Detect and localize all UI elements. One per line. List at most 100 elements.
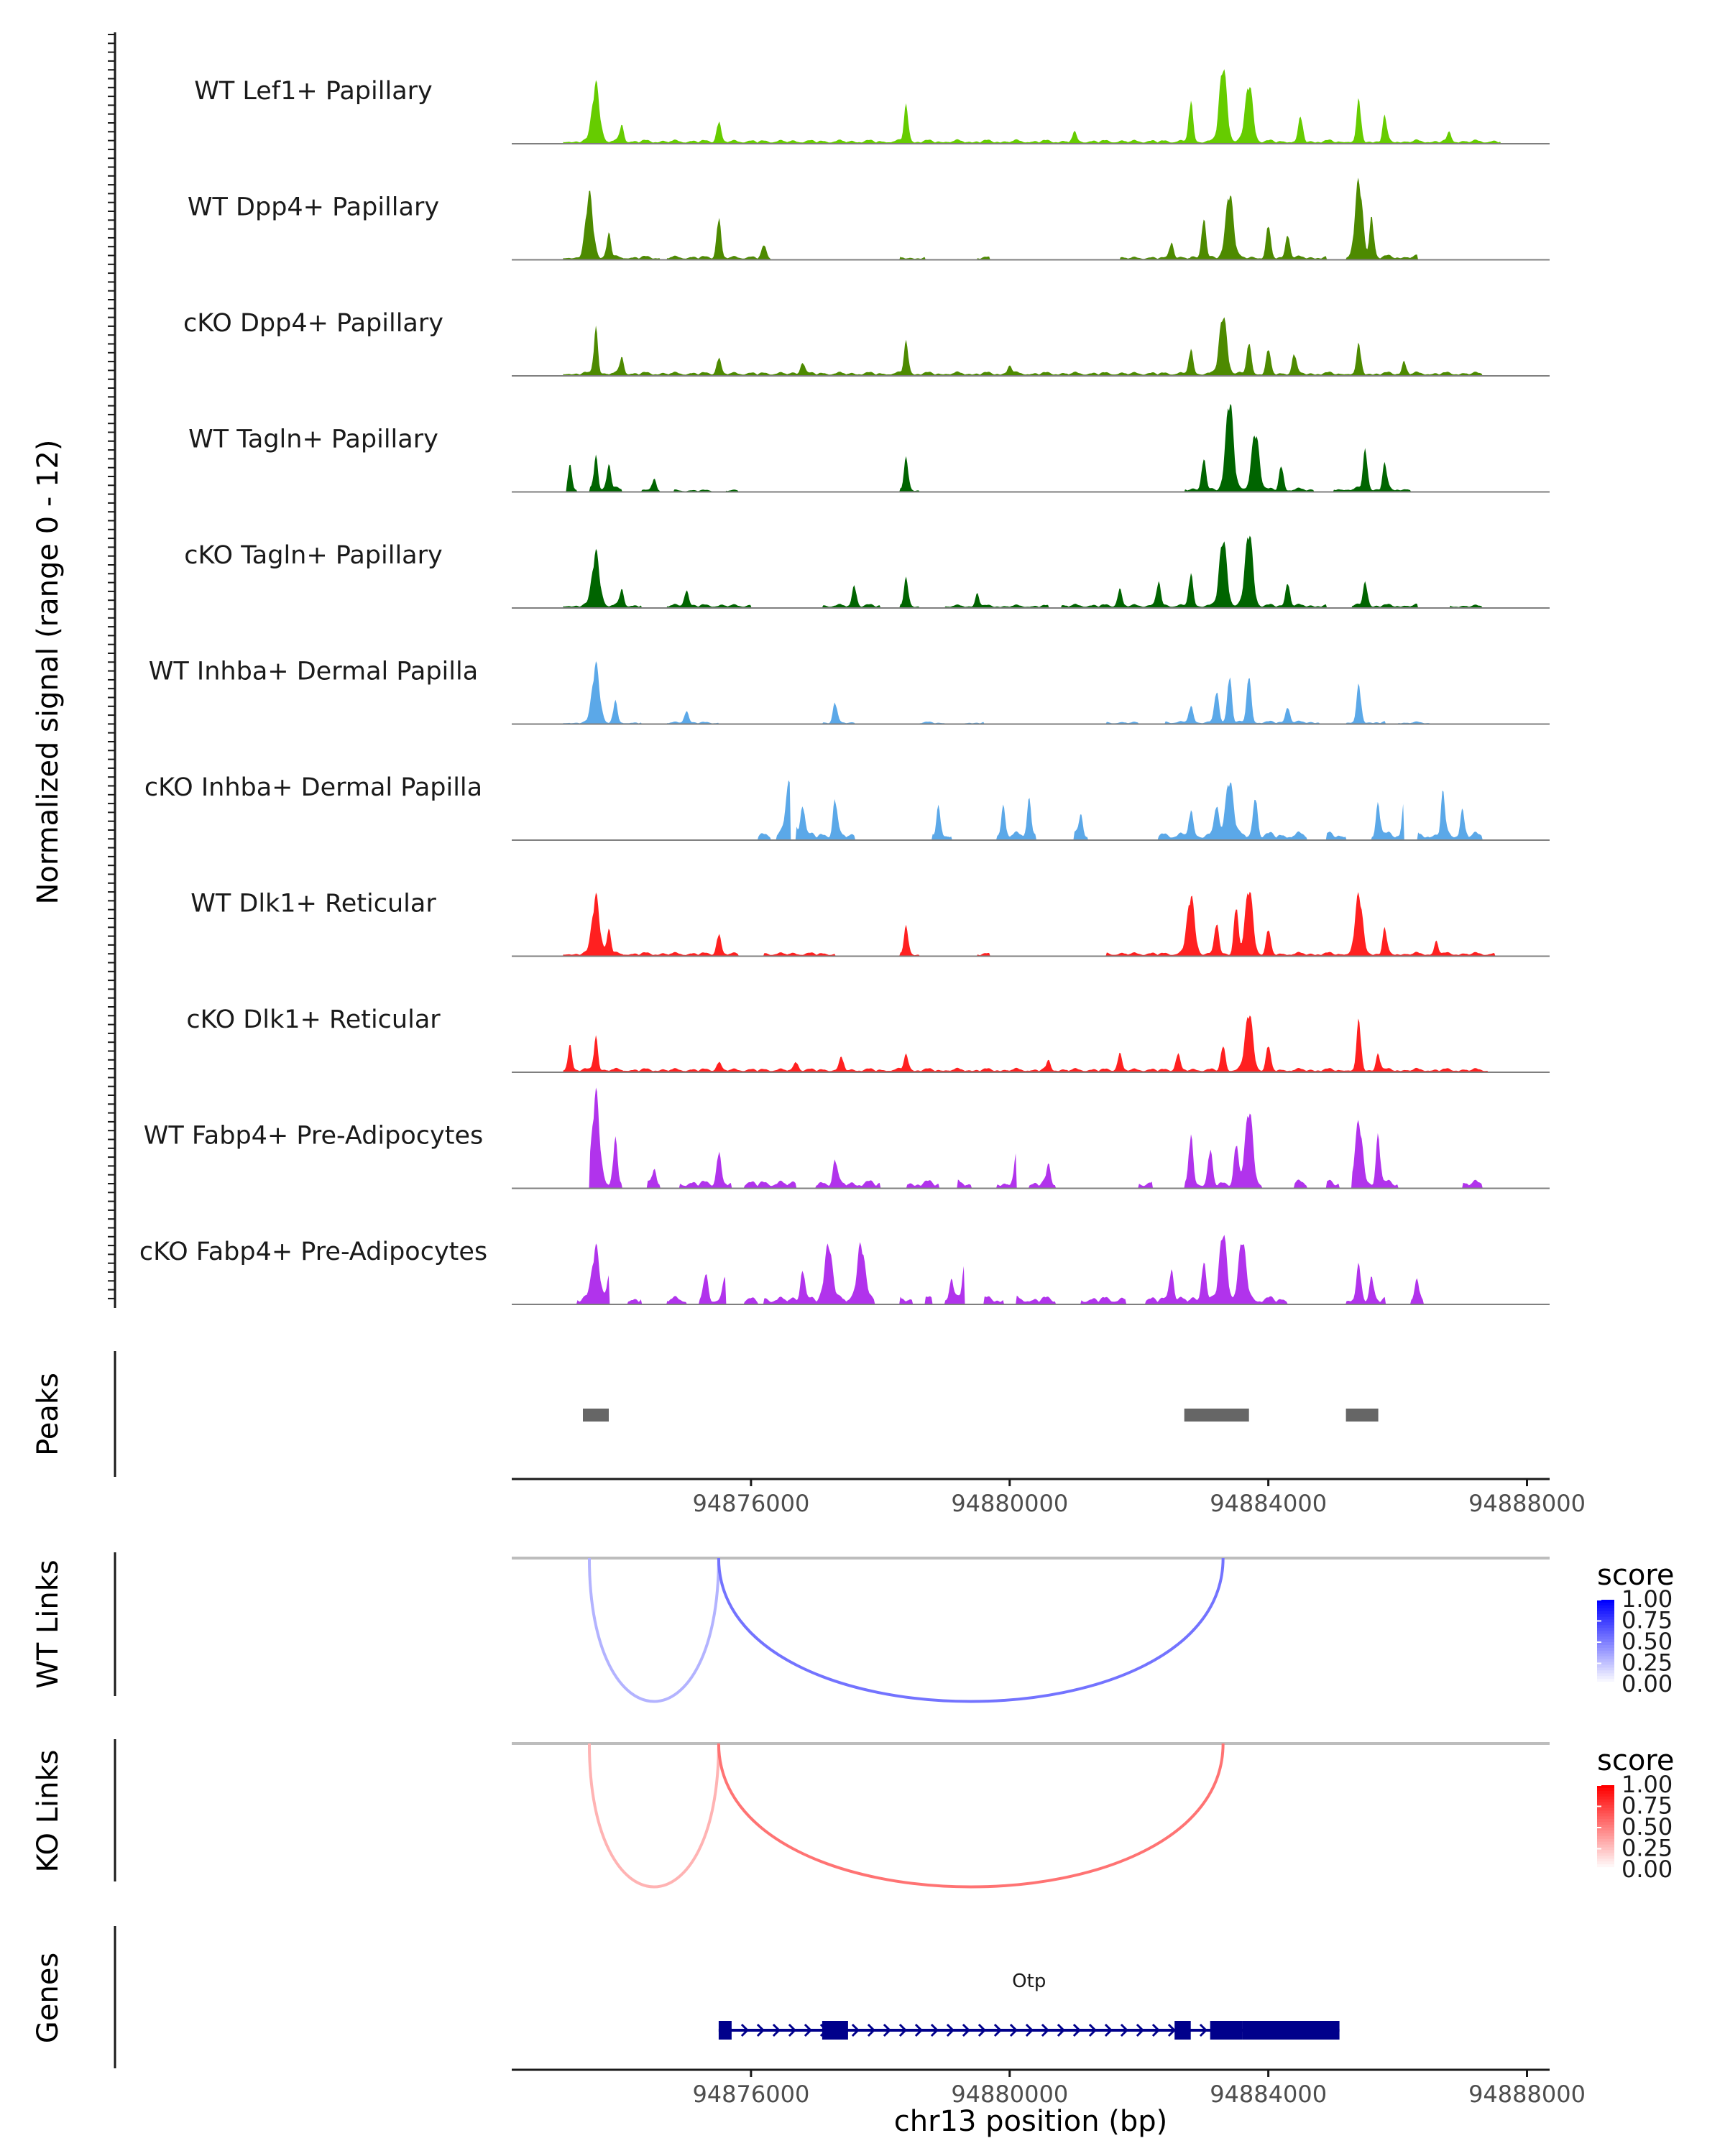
gene-models: Otp <box>718 1971 1340 2040</box>
peaks-x-axis-ticks: 94876000 94880000 94884000 94888000 <box>692 1479 1586 1517</box>
legend-gradient-step <box>1597 1861 1614 1865</box>
exon <box>1242 2021 1340 2040</box>
strand-arrow <box>1120 2023 1129 2037</box>
coverage-area <box>512 1087 1550 1189</box>
strand-arrow <box>804 2023 813 2037</box>
legend-gradient-step <box>1597 1858 1614 1862</box>
legend-gradient-step <box>1597 1673 1614 1677</box>
legend-gradient-step <box>1597 1682 1614 1685</box>
legend-gradient-step <box>1597 1631 1614 1634</box>
legend-gradient-step <box>1597 1805 1614 1808</box>
coverage-y-ticks <box>108 34 115 1299</box>
coverage-y-label: Normalized signal (range 0 - 12) <box>32 439 65 904</box>
strand-arrow <box>867 2023 876 2037</box>
coverage-panel: Normalized signal (range 0 - 12) WT Lef1… <box>32 32 1550 1308</box>
legend-gradient-step <box>1597 1787 1614 1792</box>
coverage-track: cKO Dpp4+ Papillary <box>183 309 1550 377</box>
track-label: WT Tagln+ Papillary <box>188 425 438 454</box>
legend-gradient-step <box>1597 1670 1614 1674</box>
peak-regions <box>583 1409 1379 1422</box>
legend-gradient-step <box>1597 1679 1614 1682</box>
exon <box>1174 2021 1191 2040</box>
genes-panel: Genes Otp 94876000 94880000 94884000 948880… <box>32 1926 1586 2138</box>
coverage-track: WT Fabp4+ Pre-Adipocytes <box>144 1087 1550 1189</box>
legend-gradient-step <box>1597 1642 1614 1646</box>
strand-arrow <box>1136 2023 1145 2037</box>
legend-gradient-step <box>1597 1807 1614 1811</box>
legend-gradient-step <box>1597 1864 1614 1868</box>
ko-links-panel: KO Links score 1.000.750.500.250.00 <box>32 1739 1674 1889</box>
coverage-track: WT Lef1+ Papillary <box>194 69 1550 144</box>
track-label: WT Dpp4+ Papillary <box>188 193 439 222</box>
strand-arrow <box>993 2023 1003 2037</box>
ko-link-arcs <box>587 1743 1225 1889</box>
strand-arrow <box>930 2023 939 2037</box>
legend-gradient-step <box>1597 1802 1614 1806</box>
legend-tick-label: 0.75 <box>1622 1792 1673 1820</box>
wt-legend-colorbar: 1.000.750.500.250.00 <box>1597 1585 1673 1697</box>
x-tick-label: 94884000 <box>1210 2081 1327 2108</box>
link-arc <box>587 1743 720 1889</box>
legend-gradient-step <box>1597 1611 1614 1615</box>
legend-gradient-step <box>1597 1816 1614 1820</box>
legend-tick-label: 0.25 <box>1622 1835 1673 1862</box>
track-label: cKO Tagln+ Papillary <box>184 541 443 570</box>
legend-gradient-step <box>1597 1659 1614 1663</box>
wt-legend-title: score <box>1597 1559 1674 1592</box>
legend-gradient-step <box>1597 1793 1614 1797</box>
legend-gradient-step <box>1597 1616 1614 1621</box>
legend-gradient-step <box>1597 1850 1614 1853</box>
coverage-track: WT Dlk1+ Reticular <box>190 890 1550 957</box>
strand-arrow <box>1072 2023 1082 2037</box>
track-label: WT Inhba+ Dermal Papilla <box>149 658 478 686</box>
track-label: cKO Dpp4+ Papillary <box>183 309 443 338</box>
track-label: WT Dlk1+ Reticular <box>190 890 436 918</box>
wt-links-panel: WT Links score 1.000.750.500.250.00 <box>32 1552 1674 1703</box>
legend-tick-label: 0.00 <box>1622 1670 1673 1697</box>
strand-arrow <box>962 2023 971 2037</box>
strand-arrow <box>1199 2023 1208 2037</box>
coverage-track: WT Tagln+ Papillary <box>188 404 1550 493</box>
legend-tick-label: 0.25 <box>1622 1649 1673 1677</box>
coverage-area <box>512 661 1550 724</box>
coverage-track: cKO Tagln+ Papillary <box>184 535 1550 609</box>
link-arc <box>587 1557 720 1703</box>
legend-gradient-step <box>1597 1838 1614 1843</box>
peak-region <box>583 1409 609 1422</box>
legend-gradient-step <box>1597 1830 1614 1834</box>
wt-links-y-label: WT Links <box>32 1560 65 1688</box>
coverage-track: WT Inhba+ Dermal Papilla <box>149 658 1550 725</box>
x-tick-label: 94876000 <box>692 1490 809 1517</box>
strand-arrow <box>978 2023 987 2037</box>
legend-gradient-step <box>1597 1634 1614 1637</box>
legend-gradient-step <box>1597 1835 1614 1840</box>
peak-region <box>1346 1409 1379 1422</box>
legend-gradient-step <box>1597 1785 1614 1789</box>
legend-gradient-step <box>1597 1605 1614 1609</box>
strand-arrow <box>772 2023 781 2037</box>
strand-arrow <box>1167 2023 1177 2037</box>
link-arc <box>717 1743 1225 1889</box>
exon <box>718 2021 732 2040</box>
track-label: WT Fabp4+ Pre-Adipocytes <box>144 1122 483 1151</box>
legend-gradient-step <box>1597 1828 1614 1831</box>
strand-arrow <box>1057 2023 1066 2037</box>
coverage-track: cKO Dlk1+ Reticular <box>186 1005 1550 1073</box>
track-label: cKO Inhba+ Dermal Papilla <box>144 773 482 802</box>
legend-tick-label: 1.00 <box>1622 1771 1673 1798</box>
x-tick-label: 94888000 <box>1468 1490 1586 1517</box>
track-label: cKO Fabp4+ Pre-Adipocytes <box>139 1238 487 1266</box>
strand-arrow <box>1088 2023 1098 2037</box>
strand-arrow <box>1151 2023 1161 2037</box>
x-tick-label: 94880000 <box>951 1490 1068 1517</box>
peak-region <box>1184 1409 1249 1422</box>
strand-arrow <box>1041 2023 1050 2037</box>
track-label: cKO Dlk1+ Reticular <box>186 1005 441 1034</box>
legend-gradient-step <box>1597 1867 1614 1871</box>
peaks-y-label: Peaks <box>32 1373 65 1456</box>
strand-arrow <box>898 2023 908 2037</box>
legend-gradient-step <box>1597 1841 1614 1846</box>
legend-gradient-step <box>1597 1810 1614 1814</box>
